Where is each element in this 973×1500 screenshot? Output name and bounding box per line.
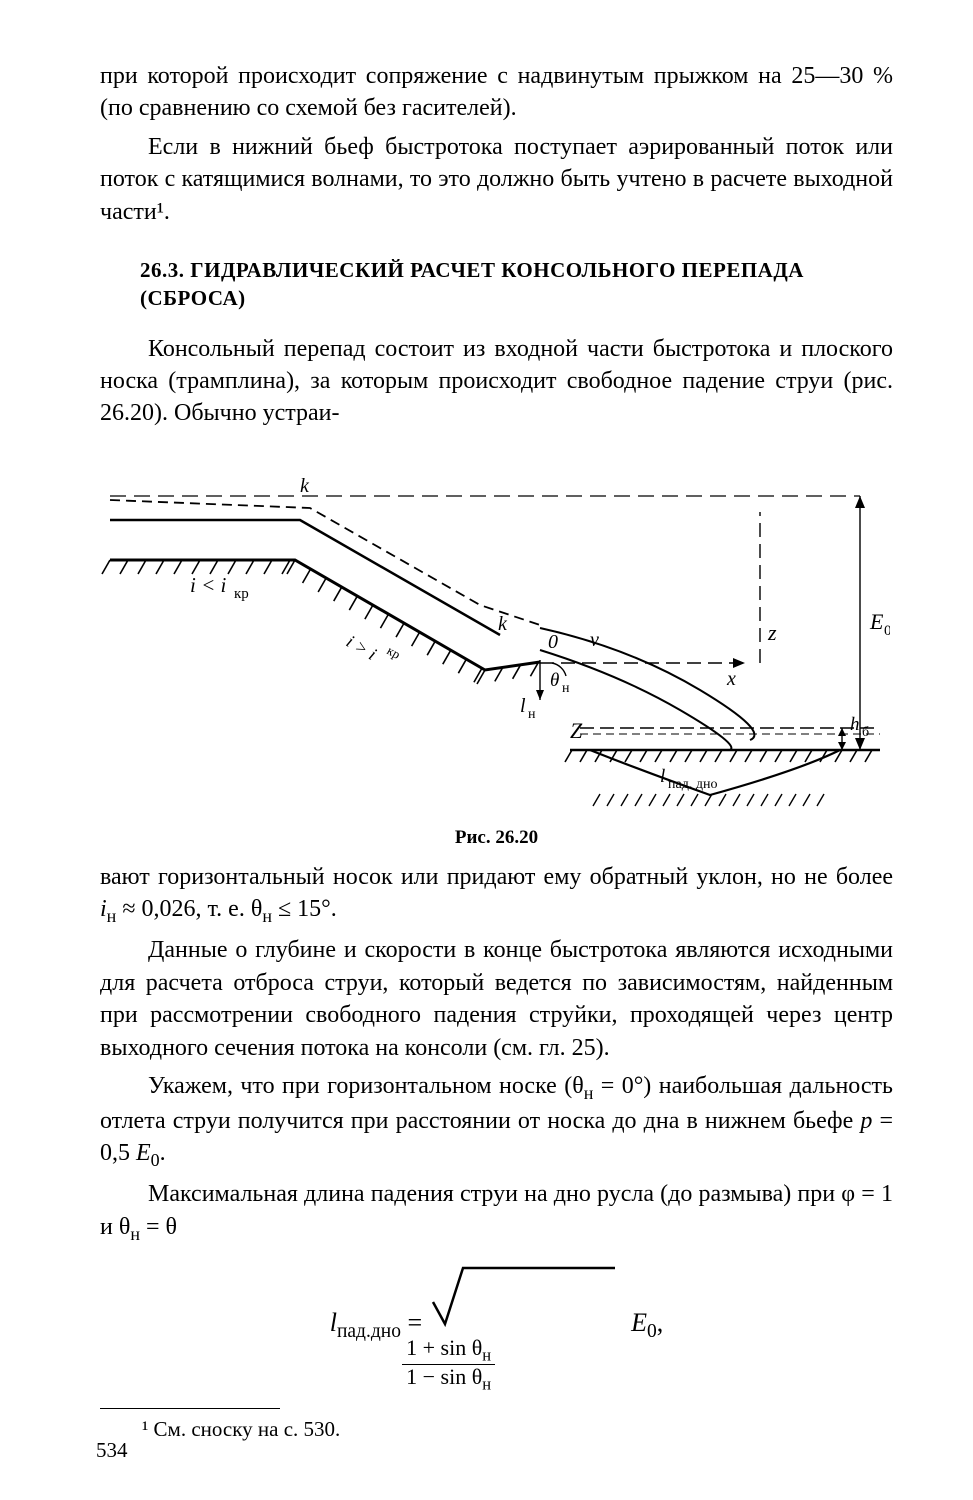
paragraph-6: Укажем, что при горизонтальном носке (θн… (100, 1070, 893, 1173)
footnote-1: ¹ См. сноску на с. 530. (100, 1415, 893, 1443)
svg-text:б: б (862, 725, 869, 740)
f-num-sub: н (482, 1345, 491, 1364)
svg-text:кр: кр (385, 642, 404, 661)
sqrt-expr: 1 + sin θн 1 − sin θн (429, 1260, 619, 1390)
p6-d: . (160, 1140, 166, 1166)
f-lhs: l (330, 1308, 337, 1337)
p6-a: Укажем, что при горизонтальном носке (θ (148, 1073, 584, 1099)
svg-text:k: k (300, 475, 310, 497)
p4-a: вают горизонтальный носок или придают ем… (100, 864, 893, 890)
svg-text:i > i: i > i (343, 631, 380, 664)
svg-text:l: l (520, 695, 526, 717)
paragraph-4: вают горизонтальный носок или придают ем… (100, 861, 893, 928)
footnote-rule (100, 1408, 280, 1409)
f-rhs-sub: 0 (647, 1321, 657, 1342)
f-lhs-sub: пад.дно (337, 1321, 401, 1342)
f-comma: , (657, 1308, 664, 1337)
f-eq: = (407, 1308, 428, 1337)
svg-text:E: E (869, 609, 884, 634)
svg-text:0: 0 (884, 623, 890, 639)
paragraph-2: Если в нижний бьеф быстротока поступает … (100, 131, 893, 228)
figure-26-20: ki < iкрi > iкрk0xvzθнlнZlпад. дноE0hб Р… (100, 450, 893, 851)
p7-a: Максимальная длина падения струи на дно … (100, 1181, 893, 1239)
svg-text:l: l (660, 766, 665, 787)
svg-text:k: k (498, 613, 508, 635)
p7-b: = θ (140, 1214, 177, 1240)
f-den-sub: н (482, 1375, 491, 1394)
svg-text:θ: θ (550, 670, 559, 691)
f-num: 1 + sin θ (406, 1335, 482, 1360)
svg-text:h: h (850, 714, 860, 735)
page-number: 534 (96, 1436, 128, 1464)
svg-text:пад. дно: пад. дно (668, 777, 717, 792)
svg-text:v: v (590, 629, 599, 651)
paragraph-3: Консольный перепад состоит из входной ча… (100, 333, 893, 430)
section-heading: 26.3. ГИДРАВЛИЧЕСКИЙ РАСЧЕТ КОНСОЛЬНОГО … (140, 256, 840, 313)
f-rhs: E (631, 1308, 647, 1337)
svg-text:н: н (528, 707, 536, 722)
paragraph-1: при которой происходит сопряжение с надв… (100, 60, 893, 125)
page: при которой происходит сопряжение с надв… (0, 0, 973, 1500)
formula-lpad: lпад.дно = 1 + sin θн 1 − sin θн E0, (100, 1260, 893, 1390)
svg-text:0: 0 (548, 631, 558, 653)
svg-text:н: н (562, 681, 570, 696)
svg-text:i < i: i < i (190, 573, 227, 597)
f-den: 1 − sin θ (406, 1364, 482, 1389)
paragraph-7: Максимальная длина падения струи на дно … (100, 1178, 893, 1245)
figure-caption: Рис. 26.20 (100, 825, 893, 851)
figure-svg: ki < iкрi > iкрk0xvzθнlнZlпад. дноE0hб (100, 450, 890, 810)
paragraph-5: Данные о глубине и скорости в конце быст… (100, 934, 893, 1064)
p4-c: ≤ 15°. (272, 896, 337, 922)
svg-text:x: x (726, 668, 736, 690)
p4-b: ≈ 0,026, т. е. θ (116, 896, 262, 922)
svg-text:кр: кр (234, 586, 249, 602)
svg-text:Z: Z (570, 718, 583, 743)
svg-text:z: z (767, 620, 777, 645)
